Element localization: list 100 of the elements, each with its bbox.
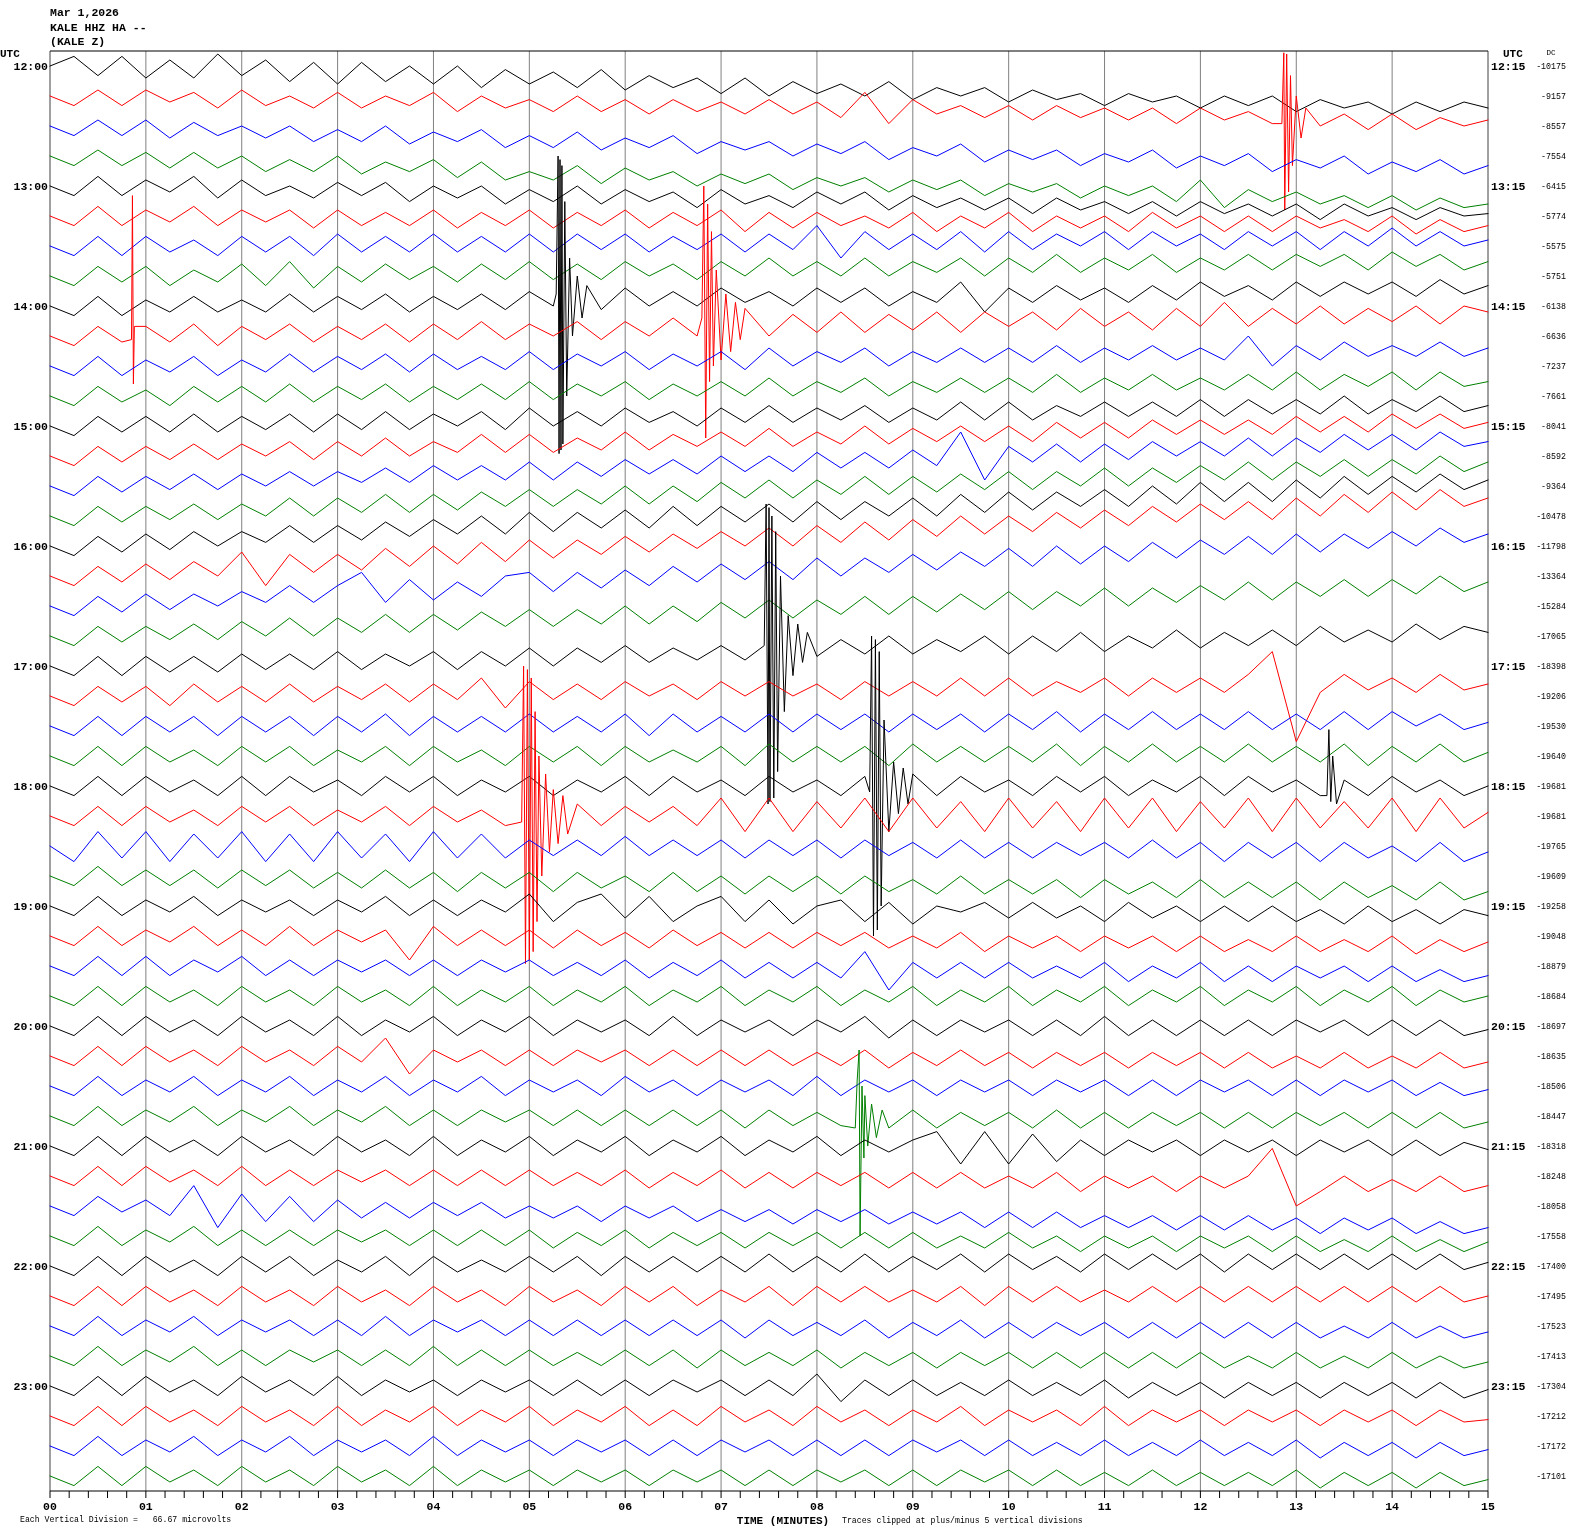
text: -19640 bbox=[1536, 751, 1567, 761]
y2-tick-label: 15:15 bbox=[1491, 420, 1526, 434]
x-tick-label: 05 bbox=[522, 1500, 537, 1513]
y-tick-label: 14:00 bbox=[13, 300, 49, 314]
text: -17101 bbox=[1536, 1471, 1567, 1481]
text: -18447 bbox=[1536, 1111, 1567, 1121]
text: -19530 bbox=[1536, 721, 1567, 731]
text: -17212 bbox=[1536, 1411, 1567, 1421]
y2-tick-label: 21:15 bbox=[1491, 1140, 1526, 1154]
text: -19765 bbox=[1536, 841, 1567, 851]
text: -17065 bbox=[1536, 631, 1567, 641]
x-axis-title: TIME (MINUTES) bbox=[736, 1515, 830, 1527]
y-tick-label: 19:00 bbox=[13, 900, 49, 914]
y2-tick-label: 19:15 bbox=[1491, 900, 1526, 914]
y-tick-label: 21:00 bbox=[13, 1140, 49, 1154]
y-tick-label: 15:00 bbox=[13, 420, 49, 434]
text: -19206 bbox=[1536, 691, 1567, 701]
line-series bbox=[49, 865, 1489, 901]
text: -18697 bbox=[1536, 1021, 1567, 1031]
text: -8592 bbox=[1541, 451, 1567, 461]
x-tick-label: 06 bbox=[618, 1500, 633, 1513]
y2-tick-label: 16:15 bbox=[1491, 540, 1526, 554]
text: (KALE Z) bbox=[50, 35, 106, 48]
text: -18398 bbox=[1536, 661, 1567, 671]
x-tick-label: 04 bbox=[426, 1500, 441, 1513]
text: -7554 bbox=[1541, 151, 1567, 161]
text: -5575 bbox=[1541, 241, 1567, 251]
y2-tick-label: 20:15 bbox=[1491, 1020, 1526, 1034]
text: -15284 bbox=[1536, 601, 1567, 611]
line-series bbox=[49, 1435, 1489, 1459]
line-series bbox=[49, 225, 1489, 259]
text: Each Vertical Division = 66.67 microvolts bbox=[20, 1515, 232, 1524]
text: -6415 bbox=[1541, 181, 1567, 191]
line-series bbox=[49, 527, 1489, 617]
line-series bbox=[49, 951, 1489, 991]
text: -18684 bbox=[1536, 991, 1567, 1001]
x-tick-label: 01 bbox=[138, 1500, 153, 1513]
x-tick-label: 08 bbox=[810, 1500, 824, 1513]
text: -18635 bbox=[1536, 1051, 1567, 1061]
x-tick-label: 07 bbox=[714, 1500, 729, 1513]
text: -19609 bbox=[1536, 871, 1567, 881]
line-series bbox=[49, 1285, 1489, 1307]
y-tick-label: 12:00 bbox=[13, 60, 49, 74]
x-tick-label: 15 bbox=[1481, 1500, 1495, 1513]
text: -5751 bbox=[1541, 271, 1567, 281]
line-series bbox=[49, 1015, 1489, 1039]
x-tick-label: 02 bbox=[234, 1500, 249, 1513]
line-series bbox=[49, 1405, 1489, 1427]
y2-tick-label: 18:15 bbox=[1491, 780, 1526, 794]
line-series bbox=[49, 119, 1489, 175]
text: -19681 bbox=[1536, 781, 1567, 791]
chart-title: Mar 1,2026 bbox=[50, 6, 120, 19]
text: -17413 bbox=[1536, 1351, 1567, 1361]
text: -8041 bbox=[1541, 421, 1567, 431]
line-series bbox=[49, 1373, 1489, 1403]
y-tick-label: 23:00 bbox=[13, 1380, 49, 1394]
line-series bbox=[49, 53, 1489, 115]
text: -9157 bbox=[1541, 91, 1567, 101]
y2-tick-label: 14:15 bbox=[1491, 300, 1526, 314]
line-series bbox=[49, 1185, 1489, 1235]
x-tick-label: 14 bbox=[1385, 1500, 1400, 1513]
y2-tick-label: 23:15 bbox=[1491, 1380, 1526, 1394]
line-series bbox=[49, 831, 1489, 863]
line-series bbox=[49, 52, 1489, 211]
x-tick-label: 03 bbox=[330, 1500, 345, 1513]
y-tick-label: 22:00 bbox=[13, 1260, 49, 1274]
line-series bbox=[49, 1147, 1489, 1207]
line-series bbox=[49, 149, 1489, 211]
x-tick-label: 09 bbox=[905, 1500, 920, 1513]
y-tick-label: 18:00 bbox=[13, 780, 49, 794]
text: -10175 bbox=[1536, 61, 1567, 71]
line-series bbox=[49, 155, 1489, 455]
text: Traces clipped at plus/minus 5 vertical divisions bbox=[842, 1516, 1083, 1525]
line-series bbox=[49, 1253, 1489, 1277]
text: -8557 bbox=[1541, 121, 1567, 131]
x-tick-label: 12 bbox=[1193, 1500, 1208, 1513]
text: -6636 bbox=[1541, 331, 1567, 341]
y2-tick-label: 17:15 bbox=[1491, 660, 1526, 674]
line-series bbox=[49, 743, 1489, 767]
line-series bbox=[49, 1075, 1489, 1097]
y2-tick-label: 12:15 bbox=[1491, 60, 1526, 74]
text: -18058 bbox=[1536, 1201, 1567, 1211]
y-axis-title: UTC bbox=[0, 47, 21, 60]
line-series bbox=[49, 711, 1489, 737]
line-series bbox=[49, 489, 1489, 587]
y2-axis-title: UTC bbox=[1503, 47, 1524, 60]
line-series bbox=[49, 455, 1489, 527]
text: -17400 bbox=[1536, 1261, 1567, 1271]
y-tick-label: 13:00 bbox=[13, 180, 49, 194]
line-series bbox=[49, 1131, 1489, 1165]
line-series bbox=[49, 335, 1489, 377]
line-series bbox=[49, 575, 1489, 647]
text: -9364 bbox=[1541, 481, 1567, 491]
line-series bbox=[49, 1315, 1489, 1339]
text: -7237 bbox=[1541, 361, 1567, 371]
line-series bbox=[49, 985, 1489, 1007]
text: -17304 bbox=[1536, 1381, 1567, 1391]
y-tick-label: 16:00 bbox=[13, 540, 49, 554]
y2-tick-label: 13:15 bbox=[1491, 180, 1526, 194]
line-series bbox=[49, 1037, 1489, 1075]
